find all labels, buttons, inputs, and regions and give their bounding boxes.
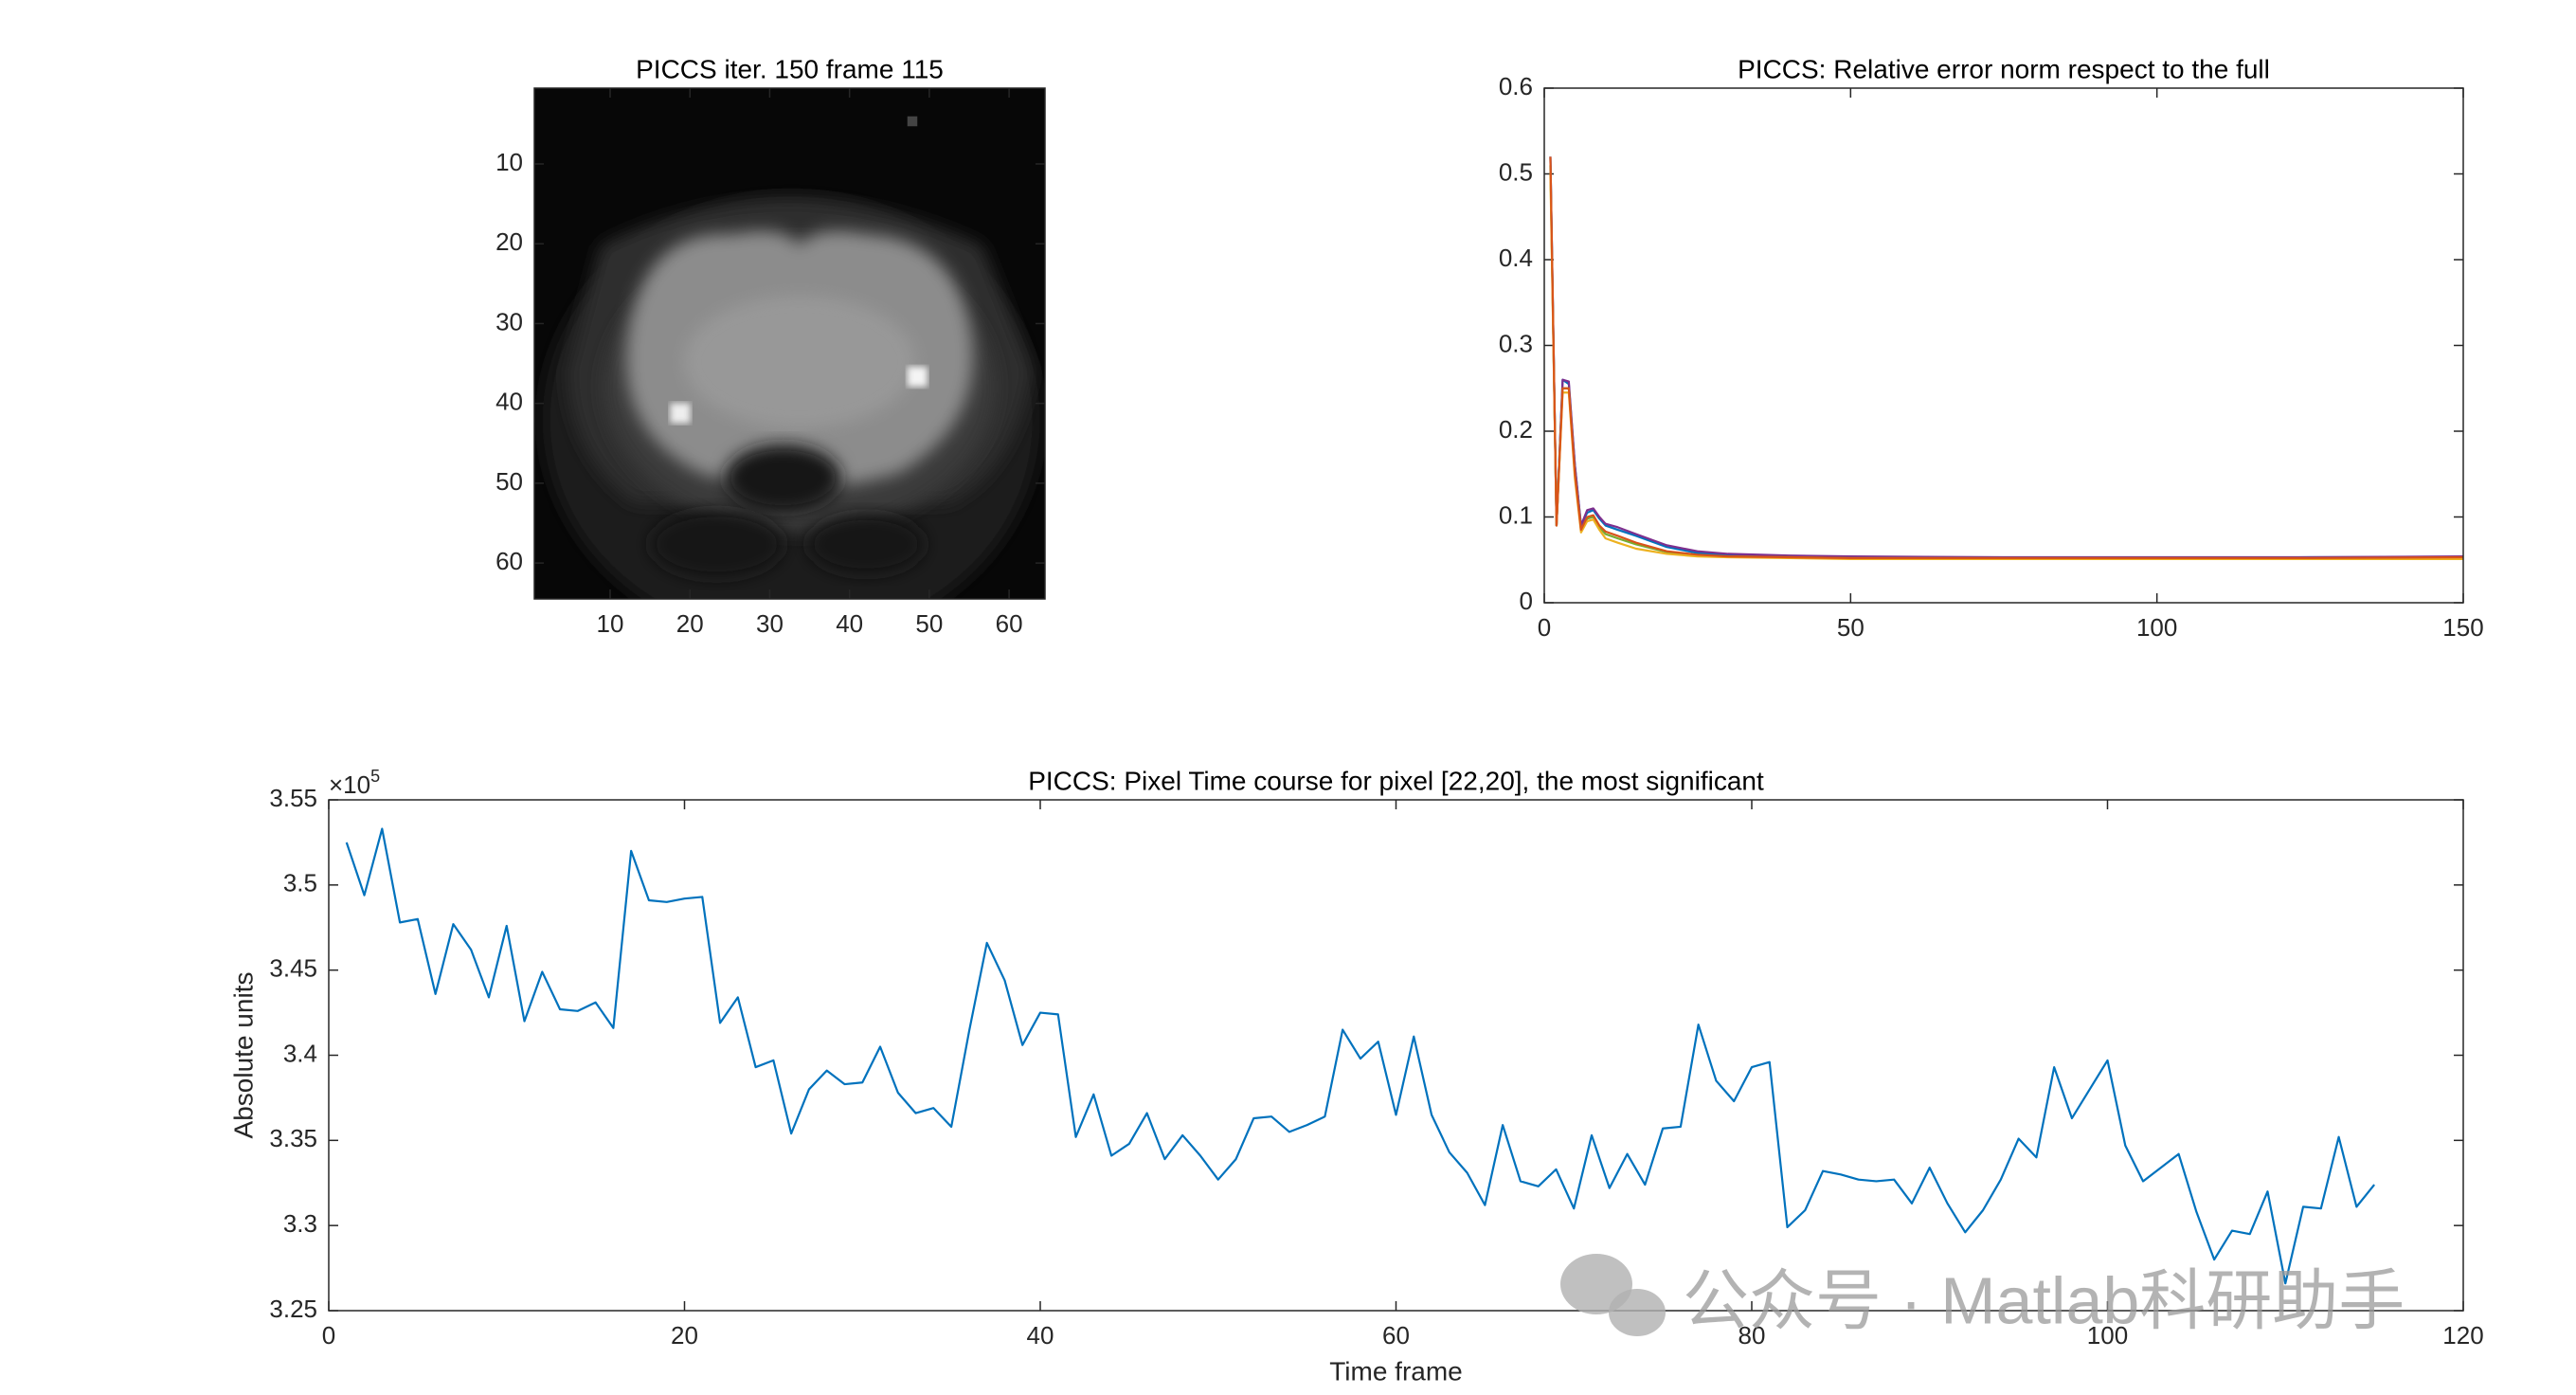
y-tick-label: 0.5 — [1499, 157, 1533, 186]
brain-image — [534, 88, 1045, 599]
x-tick-label: 150 — [2442, 613, 2483, 642]
y-tick-label: 3.3 — [283, 1209, 317, 1238]
watermark-text: 公众号 · Matlab科研助手 — [1683, 1263, 2405, 1337]
y-tick-label: 0.3 — [1499, 329, 1533, 357]
axes-box — [533, 87, 1046, 600]
chart-title: PICCS: Pixel Time course for pixel [22,2… — [1028, 766, 1764, 795]
watermark: 公众号 · Matlab科研助手 — [1560, 1254, 2405, 1337]
axes-box — [1543, 87, 2464, 604]
y-tick-label: 30 — [495, 307, 523, 335]
y-scale-label: ×105 — [329, 767, 380, 799]
y-scale-base: ×10 — [329, 770, 370, 799]
y-tick-label: 10 — [495, 148, 523, 176]
x-tick-label: 0 — [1538, 613, 1551, 642]
x-tick-label: 30 — [756, 609, 784, 638]
chart-title: PICCS iter. 150 frame 115 — [636, 54, 944, 83]
y-tick-label: 50 — [495, 467, 523, 496]
y-tick-label: 3.45 — [269, 954, 317, 983]
y-tick-label: 3.4 — [283, 1039, 317, 1067]
y-scale-exponent: 5 — [370, 767, 380, 786]
y-tick-label: 40 — [495, 388, 523, 416]
plot-area — [1544, 88, 2463, 603]
y-tick-label: 3.25 — [269, 1295, 317, 1323]
y-tick-label: 3.35 — [269, 1124, 317, 1152]
y-tick-label: 3.5 — [283, 869, 317, 897]
y-tick-label: 0 — [1520, 587, 1533, 615]
x-tick-label: 10 — [597, 609, 624, 638]
chart-title: PICCS: Relative error norm respect to th… — [1738, 54, 2270, 83]
x-tick-label: 60 — [1382, 1321, 1410, 1350]
x-tick-label: 80 — [1738, 1321, 1766, 1350]
y-tick-label: 20 — [495, 227, 523, 256]
data-line — [345, 827, 2375, 1285]
watermark-icon — [1609, 1289, 1666, 1336]
y-tick-label: 60 — [495, 547, 523, 575]
data-line — [1549, 156, 2464, 560]
y-axis-label: Absolute units — [228, 972, 258, 1139]
axes-box — [328, 799, 2464, 1312]
axes: 10 20 30 40 50 60 10 20 30 40 50 60 PICCS iter. 150 … — [495, 54, 1046, 638]
axes: 0 20 40 60 80 100 120 3.25 3.3 3.35 3.4 3.45 3.5 3.55… — [228, 766, 2483, 1386]
x-tick-label: 20 — [676, 609, 704, 638]
x-tick-label: 50 — [915, 609, 943, 638]
x-tick-label: 120 — [2442, 1321, 2483, 1350]
x-tick-label: 20 — [671, 1321, 698, 1350]
x-tick-label: 100 — [2087, 1321, 2128, 1350]
y-tick-label: 0.2 — [1499, 415, 1533, 444]
x-axis-label: Time frame — [1329, 1356, 1463, 1386]
x-tick-label: 50 — [1837, 613, 1864, 642]
x-tick-label: 40 — [1027, 1321, 1054, 1350]
x-tick-label: 60 — [996, 609, 1023, 638]
y-tick-label: 0.4 — [1499, 244, 1533, 272]
y-tick-label: 0.1 — [1499, 500, 1533, 529]
x-tick-label: 40 — [836, 609, 863, 638]
y-tick-label: 3.55 — [269, 784, 317, 812]
x-tick-label: 0 — [322, 1321, 335, 1350]
y-tick-label: 0.6 — [1499, 72, 1533, 100]
plot-area — [329, 800, 2463, 1311]
axes: 0 50 100 150 0 0.1 0.2 0.3 0.4 0.5 0.6 PICCS: Relat… — [1499, 54, 2484, 641]
x-tick-label: 100 — [2136, 613, 2177, 642]
